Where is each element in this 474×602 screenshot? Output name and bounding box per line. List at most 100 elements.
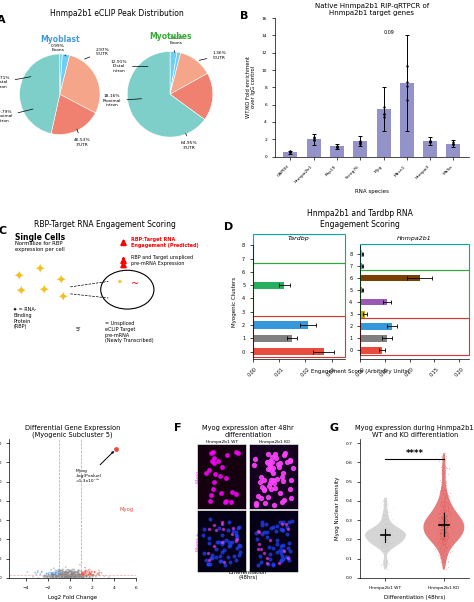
- Point: [382, 528, 390, 538]
- Point: [57, 571, 65, 581]
- Point: [443, 522, 451, 532]
- Point: [439, 508, 447, 518]
- Point: [41, 571, 49, 580]
- Point: [79, 571, 87, 580]
- Point: [439, 524, 447, 534]
- Point: [440, 506, 448, 516]
- Point: [383, 536, 391, 546]
- Point: [57, 569, 65, 579]
- Point: [438, 510, 446, 520]
- Point: [440, 512, 447, 521]
- Point: [52, 571, 60, 580]
- Point: [442, 526, 449, 536]
- Point: [94, 568, 101, 578]
- Point: [57, 568, 64, 577]
- Point: [439, 488, 447, 498]
- Point: [443, 531, 451, 541]
- Point: [380, 536, 388, 546]
- Point: [375, 535, 383, 544]
- Point: [385, 528, 392, 538]
- Point: [435, 456, 443, 465]
- Point: [377, 543, 385, 553]
- Point: [382, 524, 389, 534]
- Point: [437, 534, 444, 544]
- Point: [64, 567, 72, 577]
- Point: [444, 503, 452, 512]
- Point: [75, 573, 82, 582]
- Text: 5': 5': [76, 327, 82, 332]
- Point: [55, 571, 63, 580]
- Point: [381, 535, 388, 544]
- Point: [43, 569, 50, 579]
- Point: [383, 561, 391, 571]
- Point: [436, 520, 443, 530]
- Point: [380, 532, 388, 542]
- Point: [387, 532, 395, 542]
- Point: [438, 513, 446, 523]
- Point: [46, 568, 54, 577]
- Point: [437, 519, 444, 529]
- Point: [438, 518, 446, 527]
- Point: [440, 507, 448, 517]
- Point: [438, 532, 446, 542]
- Point: [439, 530, 447, 539]
- Point: [435, 512, 442, 521]
- Point: [62, 568, 69, 577]
- Point: [443, 535, 450, 544]
- Point: [440, 524, 448, 533]
- Point: [438, 544, 445, 554]
- Y-axis label: Myog Nuclear Intensity: Myog Nuclear Intensity: [335, 477, 340, 541]
- Title: Hnmpa2b1 eCLIP Peak Distribution: Hnmpa2b1 eCLIP Peak Distribution: [50, 9, 183, 18]
- Point: [91, 568, 99, 577]
- Point: [64, 572, 72, 582]
- Point: [440, 521, 447, 530]
- Point: [383, 539, 391, 548]
- Point: [379, 499, 387, 509]
- Point: [34, 566, 42, 576]
- Point: [377, 530, 385, 540]
- Point: [57, 569, 64, 579]
- Point: [69, 565, 76, 574]
- Point: [383, 551, 390, 560]
- Point: [77, 573, 84, 582]
- Point: [58, 569, 65, 579]
- Point: [440, 544, 448, 554]
- Point: [440, 515, 448, 524]
- Point: [440, 497, 448, 507]
- Point: [443, 522, 451, 532]
- Point: [440, 536, 447, 546]
- Point: [55, 571, 62, 580]
- Point: [76, 570, 83, 580]
- Point: [440, 519, 447, 529]
- Point: [47, 565, 55, 574]
- Point: [442, 478, 449, 488]
- Point: [79, 569, 87, 579]
- Point: [68, 568, 75, 578]
- Point: [86, 568, 93, 578]
- Point: [68, 572, 76, 582]
- Point: [70, 571, 78, 581]
- Point: [70, 570, 77, 580]
- Point: [440, 518, 448, 527]
- Bar: [423, 141, 437, 157]
- Point: [72, 567, 79, 577]
- Point: [385, 533, 393, 542]
- Point: [112, 444, 120, 454]
- Point: [68, 571, 76, 580]
- Point: [383, 506, 391, 515]
- Point: [70, 565, 77, 574]
- Point: [383, 533, 390, 542]
- Point: [436, 524, 444, 534]
- Point: [380, 533, 387, 543]
- Point: [439, 508, 447, 518]
- Point: [65, 573, 73, 582]
- Point: [439, 512, 447, 522]
- Point: [441, 485, 448, 494]
- Point: [382, 543, 389, 553]
- Point: [443, 530, 450, 540]
- Point: [61, 571, 68, 581]
- Point: [384, 527, 392, 536]
- Point: [444, 500, 452, 510]
- Point: [377, 524, 384, 534]
- Point: [442, 525, 449, 535]
